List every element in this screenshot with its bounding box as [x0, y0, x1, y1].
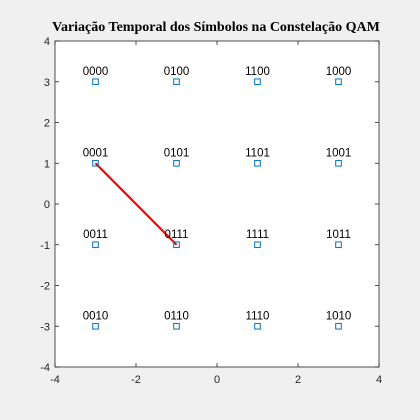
point-label: 1110	[246, 310, 270, 322]
y-tick-label: -3	[40, 321, 50, 333]
constellation-point	[335, 78, 342, 86]
point-label: 1101	[245, 147, 270, 159]
y-axis: -4 -3 -2 -1 0 1 2 3 4	[40, 36, 379, 374]
y-tick-label: -2	[40, 281, 50, 293]
point-label: 1001	[326, 147, 352, 159]
constellation-point	[254, 322, 261, 330]
constellation-point	[92, 322, 99, 330]
point-label: 0001	[83, 147, 109, 159]
y-tick-label: 3	[44, 77, 50, 89]
chart-title: Variação Temporal dos Símbolos na Conste…	[52, 20, 380, 35]
y-tick-label: -4	[40, 362, 50, 374]
constellation-point	[335, 159, 342, 167]
point-label: 1011	[326, 229, 351, 241]
x-tick-label: 2	[295, 374, 301, 386]
point-labels: 0000 0100 1100 1000 0001 0101 1101 1001 0011 0111…	[83, 66, 352, 323]
point-label: 0010	[83, 310, 109, 322]
y-tick-label: 4	[44, 36, 50, 48]
y-tick-label: 0	[44, 199, 50, 211]
y-tick-label: 2	[44, 118, 50, 130]
constellation-point	[335, 241, 342, 249]
constellation-point	[173, 241, 180, 249]
point-label: 1000	[326, 66, 352, 78]
constellation-point	[254, 241, 261, 249]
x-tick-label: -4	[50, 374, 60, 386]
x-axis: -4 -2 0 2 4	[50, 41, 382, 386]
constellation-point	[173, 322, 180, 330]
constellation-point	[254, 78, 261, 86]
point-label: 0111	[165, 229, 189, 241]
y-tick-label: -1	[40, 240, 50, 252]
constellation-point	[173, 78, 180, 86]
point-label: 0100	[164, 66, 190, 78]
trajectory-line	[94, 162, 178, 246]
constellation-point	[173, 159, 180, 167]
point-label: 0101	[164, 147, 190, 159]
point-label: 0110	[164, 310, 189, 322]
point-label: 1111	[246, 229, 269, 241]
point-label: 0000	[83, 66, 109, 78]
point-label: 1100	[245, 66, 270, 78]
constellation-point	[92, 241, 99, 249]
plot-area	[54, 40, 380, 368]
y-tick-label: 1	[44, 158, 50, 170]
point-label: 1010	[326, 310, 352, 322]
constellation-point	[92, 159, 99, 167]
data-series	[92, 78, 342, 330]
constellation-point	[335, 322, 342, 330]
x-tick-label: 0	[214, 374, 220, 386]
x-tick-label: 4	[376, 374, 382, 386]
constellation-point	[92, 78, 99, 86]
x-tick-label: -2	[131, 374, 141, 386]
constellation-point	[254, 159, 261, 167]
point-label: 0011	[83, 229, 108, 241]
